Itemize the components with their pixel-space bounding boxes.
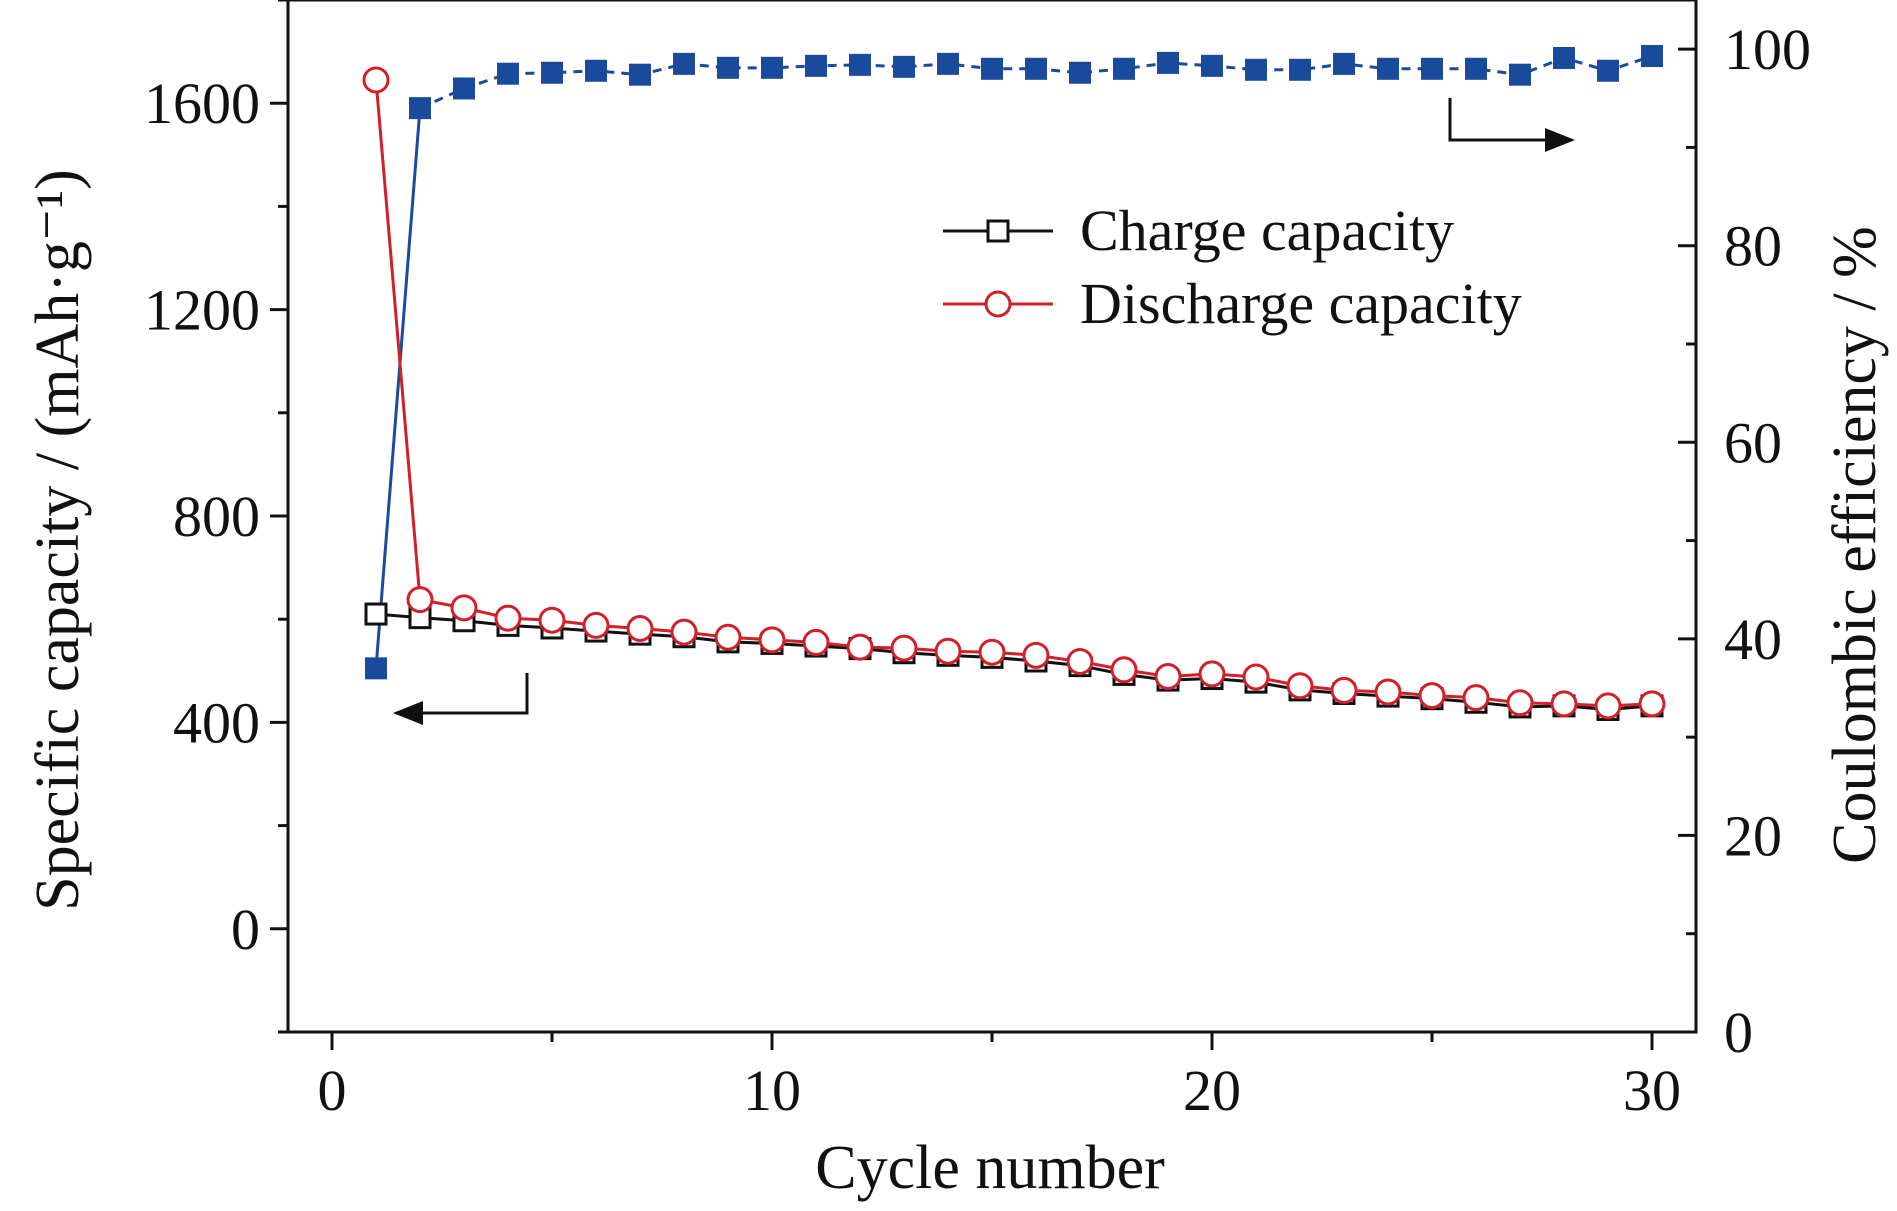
discharge-point [1374, 678, 1402, 706]
y-left-tick-label: 1600 [144, 71, 260, 136]
charge-line [375, 612, 1653, 712]
y-right-axis-title: Coulombic efficiency / % [1821, 226, 1889, 864]
efficiency-point [365, 657, 387, 680]
efficiency-point [453, 77, 475, 100]
efficiency-point [629, 63, 651, 86]
discharge-point [1198, 660, 1226, 688]
efficiency-point [1597, 59, 1619, 82]
discharge-point [890, 634, 918, 662]
efficiency-line [374, 107, 422, 669]
discharge-point [538, 606, 566, 634]
series-layer [362, 45, 1666, 721]
discharge-point [406, 586, 434, 614]
discharge-point [362, 66, 390, 94]
discharge-point [1110, 656, 1138, 684]
efficiency-point [409, 97, 431, 120]
discharge-point [670, 618, 698, 646]
efficiency-point [1641, 45, 1663, 68]
efficiency-point [1201, 54, 1223, 77]
y-right-tick-label: 0 [1724, 1000, 1753, 1065]
efficiency-point [1289, 58, 1311, 81]
efficiency-point [761, 56, 783, 79]
discharge-point [1022, 641, 1050, 669]
y-left-tick-label: 0 [231, 897, 260, 962]
y-right-tick-label: 80 [1724, 214, 1782, 279]
discharge-point [1066, 648, 1094, 676]
y-left-tick-label: 1200 [144, 278, 260, 343]
efficiency-point [849, 53, 871, 76]
discharge-point [758, 626, 786, 654]
x-tick-label: 0 [318, 1058, 347, 1123]
efficiency-point [1113, 57, 1135, 80]
discharge-point [494, 604, 522, 632]
efficiency-point [1421, 57, 1443, 80]
x-tick-label: 30 [1623, 1058, 1681, 1123]
x-tick-label: 10 [743, 1058, 801, 1123]
discharge-point [1638, 690, 1666, 718]
efficiency-point [981, 57, 1003, 80]
y-right-tick-label: 20 [1724, 803, 1782, 868]
plot-frame [286, 0, 1698, 1034]
charge-point [364, 602, 388, 626]
y-right-tick-label: 40 [1724, 607, 1782, 672]
efficiency-point [1509, 63, 1531, 86]
discharge-point [1418, 682, 1446, 710]
discharge-point [626, 614, 654, 642]
y-left-axis-title: Specific capacity / (mAh·g⁻¹) [24, 169, 92, 911]
discharge-point [1462, 684, 1490, 712]
efficiency-point [937, 52, 959, 75]
discharge-point [1550, 690, 1578, 718]
discharge-point [802, 628, 830, 656]
legend: Charge capacity Discharge capacity [943, 198, 1522, 336]
efficiency-point [1245, 58, 1267, 81]
y-left-tick-label: 400 [173, 690, 260, 755]
efficiency-point [1333, 52, 1355, 75]
efficiency-point [1157, 51, 1179, 74]
left-axis-arrow [393, 673, 529, 725]
efficiency-point [1025, 57, 1047, 80]
legend-discharge-label: Discharge capacity [1080, 271, 1522, 336]
efficiency-point [805, 54, 827, 77]
discharge-point [1594, 692, 1622, 720]
discharge-point [846, 633, 874, 661]
legend-charge-marker [986, 219, 1010, 243]
efficiency-point [893, 55, 915, 78]
efficiency-point [497, 62, 519, 85]
ticks-layer: 0 10 20 30 0 400 800 1200 1600 0 20 40 60 80 100 [144, 0, 1811, 1123]
discharge-point [1154, 662, 1182, 690]
right-axis-arrow [1448, 98, 1575, 152]
discharge-point [978, 638, 1006, 666]
y-right-tick-label: 60 [1724, 410, 1782, 475]
x-tick-label: 20 [1183, 1058, 1241, 1123]
efficiency-point [541, 61, 563, 84]
discharge-point [1242, 663, 1270, 691]
discharge-point [582, 611, 610, 639]
x-axis-title: Cycle number [815, 1134, 1165, 1202]
efficiency-point [673, 52, 695, 75]
efficiency-point [585, 59, 607, 82]
legend-charge-label: Charge capacity [1080, 198, 1454, 263]
discharge-point [1506, 689, 1534, 717]
discharge-point [1286, 672, 1314, 700]
efficiency-point [1553, 46, 1575, 69]
discharge-point [714, 623, 742, 651]
legend-discharge-marker [984, 290, 1012, 318]
y-right-tick-label: 100 [1724, 17, 1811, 82]
efficiency-point [1069, 61, 1091, 84]
efficiency-point [1465, 57, 1487, 80]
y-left-tick-label: 800 [173, 484, 260, 549]
efficiency-point [717, 56, 739, 79]
discharge-point [1330, 676, 1358, 704]
efficiency-point [1377, 57, 1399, 80]
discharge-point [934, 637, 962, 665]
discharge-line [374, 79, 1653, 708]
discharge-point [450, 594, 478, 622]
